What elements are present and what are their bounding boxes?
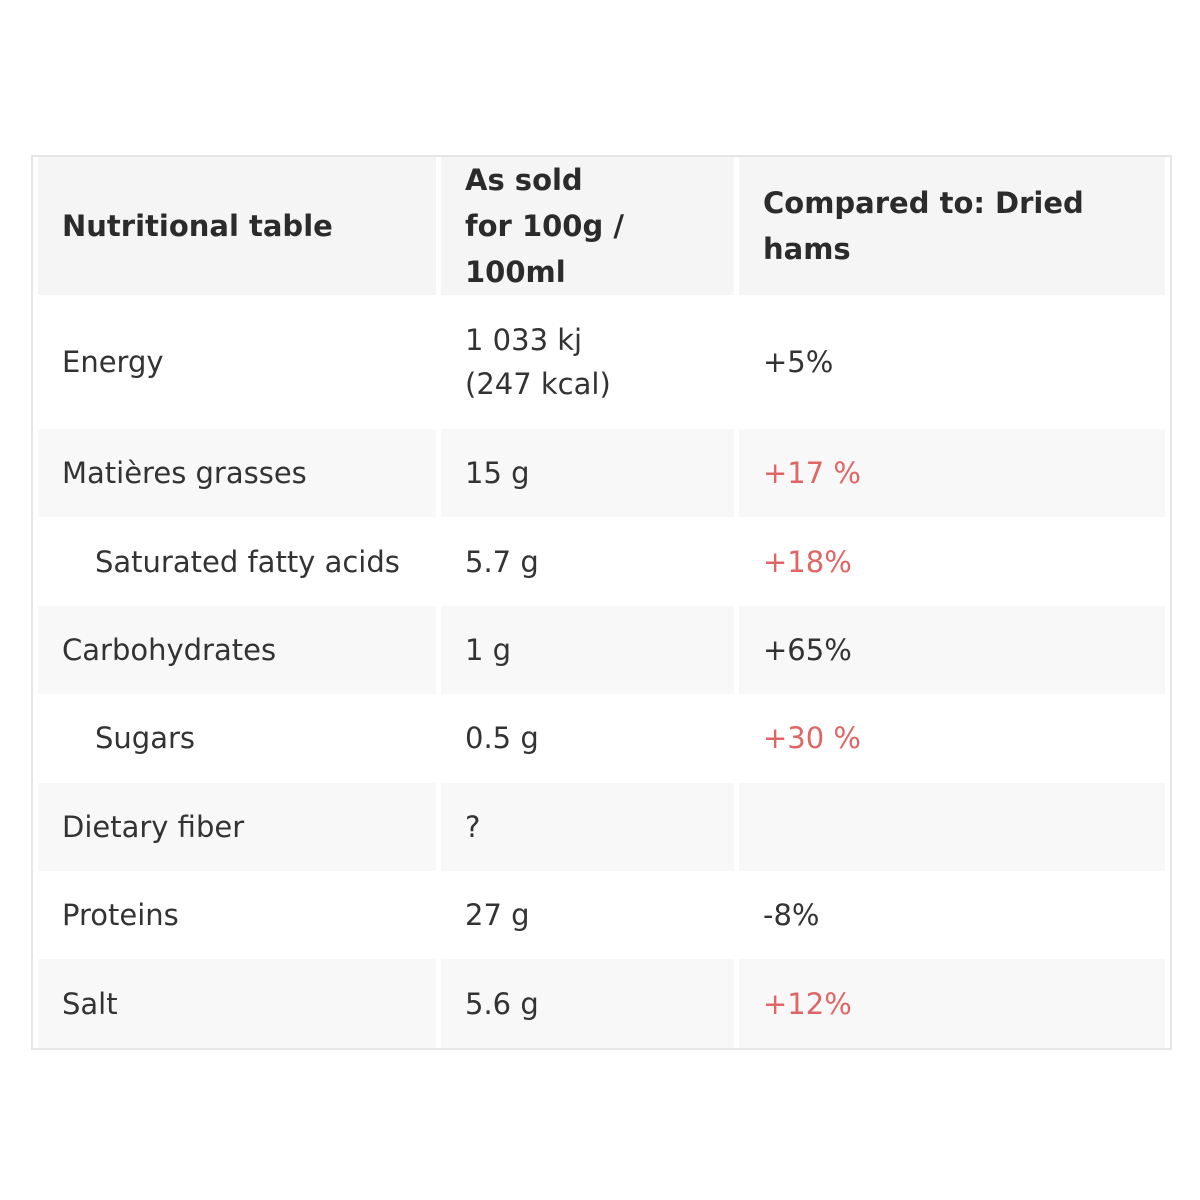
row-name: Dietary fiber [38, 782, 436, 871]
row-name: Energy [38, 295, 436, 429]
row-name: Salt [38, 959, 436, 1048]
header-as-sold-line1: As sold [465, 163, 583, 197]
row-name: Carbohydrates [38, 605, 436, 695]
row-compare [739, 782, 1165, 871]
row-name: Saturated fatty acids [38, 517, 436, 606]
header-as-sold-line2: for 100g / 100ml [465, 209, 624, 289]
nutrition-table-container: Nutritional table As sold for 100g / 100… [31, 155, 1172, 1050]
row-name: Matières grasses [38, 429, 436, 518]
row-value: 1 g [441, 605, 734, 695]
row-name: Sugars [38, 694, 436, 783]
header-compared-to: Compared to: Dried hams [739, 157, 1165, 295]
row-value: 5.6 g [441, 959, 734, 1048]
table-row-salt: Salt 5.6 g +12% [38, 959, 1165, 1048]
table-row-fat: Matières grasses 15 g +17 % [38, 429, 1165, 518]
row-value: ? [441, 782, 734, 871]
header-as-sold: As sold for 100g / 100ml [441, 157, 734, 295]
row-compare: -8% [739, 870, 1165, 960]
row-value: 1 033 kj (247 kcal) [441, 295, 734, 429]
nutrition-table: Nutritional table As sold for 100g / 100… [33, 157, 1170, 1048]
row-compare: +12% [739, 959, 1165, 1048]
row-value: 27 g [441, 870, 734, 960]
table-row-energy: Energy 1 033 kj (247 kcal) +5% [38, 295, 1165, 429]
header-nutritional-table: Nutritional table [38, 157, 436, 295]
table-row-fiber: Dietary fiber ? [38, 782, 1165, 871]
table-row-carbohydrates: Carbohydrates 1 g +65% [38, 605, 1165, 695]
row-compare: +17 % [739, 429, 1165, 518]
row-value: 5.7 g [441, 517, 734, 606]
table-header-row: Nutritional table As sold for 100g / 100… [38, 157, 1165, 295]
row-compare: +5% [739, 295, 1165, 429]
row-value-line2: (247 kcal) [465, 367, 611, 401]
table-row-proteins: Proteins 27 g -8% [38, 870, 1165, 960]
row-value-line1: 1 033 kj [465, 323, 583, 357]
row-name: Proteins [38, 870, 436, 960]
row-compare: +30 % [739, 694, 1165, 783]
table-row-sugars: Sugars 0.5 g +30 % [38, 694, 1165, 783]
row-compare: +65% [739, 605, 1165, 695]
table-row-saturated: Saturated fatty acids 5.7 g +18% [38, 517, 1165, 606]
row-compare: +18% [739, 517, 1165, 606]
row-value: 0.5 g [441, 694, 734, 783]
row-value: 15 g [441, 429, 734, 518]
